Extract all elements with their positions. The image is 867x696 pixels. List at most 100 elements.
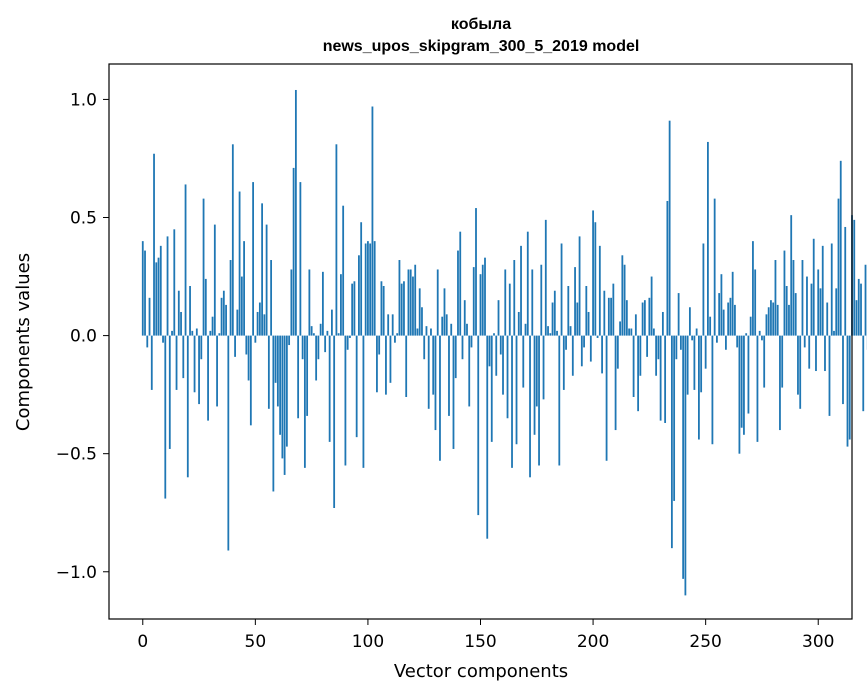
bar <box>213 224 216 336</box>
y-tick-label: 1.0 <box>70 90 97 110</box>
bar <box>695 328 698 336</box>
bar <box>400 283 403 336</box>
bar <box>549 333 552 336</box>
bar <box>553 290 556 336</box>
bar <box>479 274 482 336</box>
y-tick-label: −1.0 <box>56 563 97 583</box>
bar <box>580 335 583 367</box>
bar <box>175 335 178 390</box>
bar <box>743 335 745 435</box>
bar <box>817 269 820 336</box>
bar <box>333 335 336 508</box>
bar <box>792 260 795 336</box>
bar <box>558 335 561 466</box>
bar <box>763 335 766 388</box>
bar <box>421 307 423 336</box>
bar <box>211 316 214 336</box>
bar <box>430 328 432 336</box>
bar <box>605 335 608 461</box>
bar <box>389 335 392 383</box>
bar <box>576 302 579 336</box>
bar <box>844 226 847 336</box>
bar <box>698 335 700 440</box>
bar <box>312 333 315 336</box>
bar <box>864 264 867 336</box>
bar <box>675 335 678 360</box>
bar <box>141 241 144 336</box>
bar <box>524 323 527 336</box>
bar <box>306 335 309 416</box>
bar <box>727 302 730 336</box>
bar <box>445 314 448 336</box>
bar <box>475 208 477 336</box>
bar <box>252 182 254 336</box>
bar <box>508 283 511 336</box>
bar <box>718 293 721 336</box>
bar <box>412 276 414 336</box>
bar <box>857 278 860 336</box>
bar <box>218 333 221 336</box>
bar <box>403 281 405 336</box>
bar <box>463 300 466 336</box>
bar <box>643 300 646 336</box>
bar <box>490 335 493 442</box>
bar <box>450 323 453 336</box>
bar <box>567 286 570 336</box>
bar <box>285 335 288 447</box>
bar <box>481 264 484 336</box>
bar <box>358 255 360 336</box>
bar <box>324 335 327 353</box>
bar <box>688 307 691 336</box>
bar <box>470 335 473 348</box>
bar <box>353 281 356 336</box>
bar <box>655 335 658 376</box>
bar <box>396 333 399 336</box>
bar <box>331 309 333 336</box>
bar <box>756 335 759 442</box>
x-axis-label: Vector components <box>394 661 568 682</box>
bar <box>270 260 273 336</box>
bar <box>853 219 856 336</box>
bar <box>659 335 662 421</box>
bar <box>146 335 149 348</box>
bar <box>220 297 223 336</box>
bar <box>862 335 865 412</box>
bar <box>439 335 441 461</box>
bar <box>785 286 788 336</box>
bar <box>722 309 725 336</box>
bar <box>637 335 640 412</box>
bar <box>319 323 322 336</box>
bar <box>423 335 426 360</box>
bar <box>225 304 227 336</box>
bar <box>448 335 450 416</box>
bar <box>292 167 295 336</box>
bar <box>369 243 372 336</box>
y-tick-label: 0.0 <box>70 327 97 347</box>
bar <box>803 335 806 348</box>
bar <box>164 335 167 499</box>
bar <box>585 286 588 336</box>
bar <box>234 335 236 357</box>
bar <box>828 335 831 416</box>
bar <box>209 330 212 336</box>
bar <box>340 274 342 336</box>
bar <box>461 335 464 360</box>
bar <box>634 314 637 336</box>
bar <box>173 229 176 336</box>
bar <box>736 335 739 348</box>
bar <box>583 335 585 348</box>
bar <box>497 300 500 336</box>
bar <box>830 243 833 336</box>
bar <box>240 276 243 336</box>
chart-title: кобыла <box>451 16 511 33</box>
bar <box>162 335 164 343</box>
bar <box>297 335 300 419</box>
bar <box>198 335 200 405</box>
bar <box>704 335 707 369</box>
bar <box>180 311 182 336</box>
bar <box>495 335 498 376</box>
bar <box>459 231 462 336</box>
bar <box>720 274 723 336</box>
bar <box>274 335 277 383</box>
bar <box>276 335 279 407</box>
